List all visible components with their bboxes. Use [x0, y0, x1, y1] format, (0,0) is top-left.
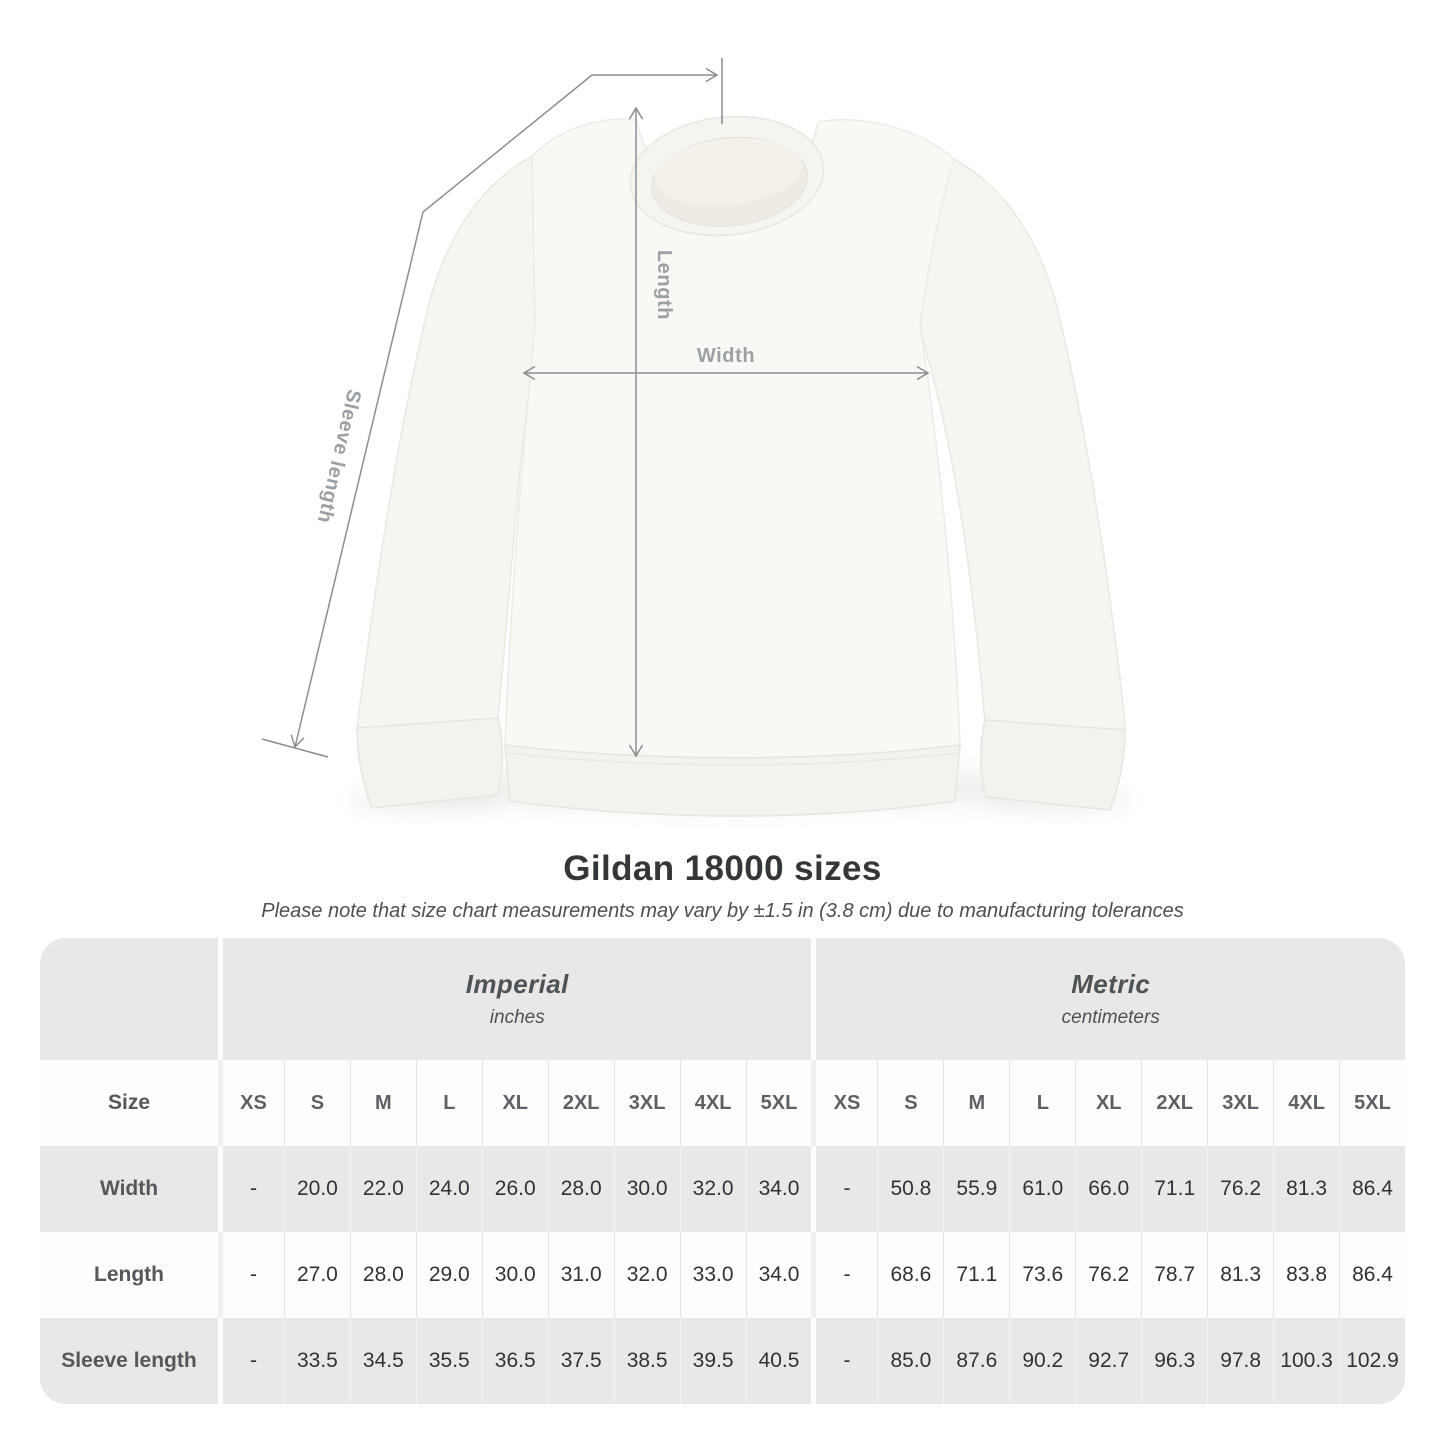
table-cell: 97.8	[1207, 1318, 1274, 1404]
width-dimension-label: Width	[697, 345, 755, 367]
table-cell: 92.7	[1075, 1318, 1142, 1404]
size-column-header: 3XL	[613, 1060, 680, 1146]
size-column-header: L	[415, 1060, 482, 1146]
table-cell: 34.5	[349, 1318, 416, 1404]
table-cell: -	[218, 1146, 284, 1232]
table-cell: 40.5	[745, 1318, 812, 1404]
row-label: Length	[40, 1232, 218, 1318]
table-cell: 83.8	[1273, 1232, 1340, 1318]
sleeve-dimension-label: Sleeve length	[313, 387, 365, 525]
table-cell: 24.0	[415, 1146, 482, 1232]
row-label: Sleeve length	[40, 1318, 218, 1404]
size-column-header: XL	[1075, 1060, 1142, 1146]
imperial-group-header: Imperial inches	[218, 938, 812, 1060]
table-cell: 29.0	[415, 1232, 482, 1318]
right-cuff	[979, 719, 1126, 811]
table-cell: 35.5	[415, 1318, 482, 1404]
dimension-lines	[261, 58, 930, 758]
tolerance-note: Please note that size chart measurements…	[261, 900, 1184, 922]
table-cell: 71.1	[943, 1232, 1010, 1318]
table-cell: 36.5	[481, 1318, 548, 1404]
size-column-header: 4XL	[679, 1060, 746, 1146]
table-cell: 26.0	[481, 1146, 548, 1232]
table-cell: 34.0	[745, 1146, 812, 1232]
table-cell: 68.6	[877, 1232, 944, 1318]
table-cell: 90.2	[1009, 1318, 1076, 1404]
size-column-header: 2XL	[547, 1060, 614, 1146]
metric-group-header: Metric centimeters	[811, 938, 1405, 1060]
table-cell: 28.0	[349, 1232, 416, 1318]
table-cell: 55.9	[943, 1146, 1010, 1232]
size-table: Imperial inches Metric centimeters Size X…	[40, 938, 1405, 1404]
table-cell: 96.3	[1141, 1318, 1208, 1404]
row-label: Width	[40, 1146, 218, 1232]
table-cell: 100.3	[1273, 1318, 1340, 1404]
table-cell: 61.0	[1009, 1146, 1076, 1232]
table-cell: 78.7	[1141, 1232, 1208, 1318]
size-column-header: S	[877, 1060, 944, 1146]
sweatshirt-illustration	[356, 115, 1126, 817]
sweatshirt-measurement-diagram: Length Width Sleeve length	[261, 58, 1130, 817]
table-cell: 30.0	[481, 1232, 548, 1318]
table-cell: 76.2	[1075, 1232, 1142, 1318]
table-cell: 31.0	[547, 1232, 614, 1318]
size-column-header: 5XL	[1339, 1060, 1405, 1146]
length-dimension-label: Length	[653, 250, 675, 320]
table-cell: 81.3	[1273, 1146, 1340, 1232]
size-column-header: XS	[218, 1060, 284, 1146]
table-cell: 33.5	[283, 1318, 350, 1404]
page-title: Gildan 18000 sizes	[563, 849, 882, 888]
left-sleeve	[356, 155, 536, 729]
table-cell: -	[811, 1318, 878, 1404]
table-cell: 34.0	[745, 1232, 812, 1318]
imperial-group-unit: inches	[489, 1007, 545, 1028]
table-cell: 20.0	[283, 1146, 350, 1232]
table-corner-cell	[40, 938, 218, 1060]
size-column-header: 5XL	[745, 1060, 812, 1146]
table-cell: 102.9	[1339, 1318, 1405, 1404]
size-column-header: XL	[481, 1060, 548, 1146]
table-cell: 85.0	[877, 1318, 944, 1404]
table-cell: -	[218, 1232, 284, 1318]
table-cell: 71.1	[1141, 1146, 1208, 1232]
table-cell: 86.4	[1339, 1146, 1405, 1232]
metric-group-unit: centimeters	[1061, 1007, 1160, 1028]
title-block: Gildan 18000 sizes Please note that size…	[0, 849, 1445, 923]
table-cell: 32.0	[613, 1232, 680, 1318]
table-cell: 32.0	[679, 1146, 746, 1232]
sleeve-dimension-endcap	[261, 738, 329, 758]
table-cell: 86.4	[1339, 1232, 1405, 1318]
table-cell: 38.5	[613, 1318, 680, 1404]
size-column-header: 3XL	[1207, 1060, 1274, 1146]
table-cell: 33.0	[679, 1232, 746, 1318]
table-cell: 28.0	[547, 1146, 614, 1232]
table-cell: 87.6	[943, 1318, 1010, 1404]
size-column-header: M	[943, 1060, 1010, 1146]
size-column-header: XS	[811, 1060, 878, 1146]
size-column-header: 2XL	[1141, 1060, 1208, 1146]
table-cell: -	[218, 1318, 284, 1404]
table-cell: 73.6	[1009, 1232, 1076, 1318]
table-cell: 30.0	[613, 1146, 680, 1232]
table-cell: 39.5	[679, 1318, 746, 1404]
size-column-header: M	[349, 1060, 416, 1146]
table-cell: -	[811, 1146, 878, 1232]
imperial-group-title: Imperial	[465, 969, 569, 999]
row-header-size: Size	[40, 1060, 218, 1146]
table-cell: 81.3	[1207, 1232, 1274, 1318]
size-column-header: L	[1009, 1060, 1076, 1146]
table-cell: 22.0	[349, 1146, 416, 1232]
size-column-header: 4XL	[1273, 1060, 1340, 1146]
sleeve-dimension-line	[290, 67, 719, 749]
left-cuff	[356, 717, 504, 809]
table-cell: 50.8	[877, 1146, 944, 1232]
table-cell: -	[811, 1232, 878, 1318]
size-column-header: S	[283, 1060, 350, 1146]
table-cell: 37.5	[547, 1318, 614, 1404]
table-cell: 27.0	[283, 1232, 350, 1318]
metric-group-title: Metric	[1071, 969, 1151, 999]
table-cell: 66.0	[1075, 1146, 1142, 1232]
table-cell: 76.2	[1207, 1146, 1274, 1232]
